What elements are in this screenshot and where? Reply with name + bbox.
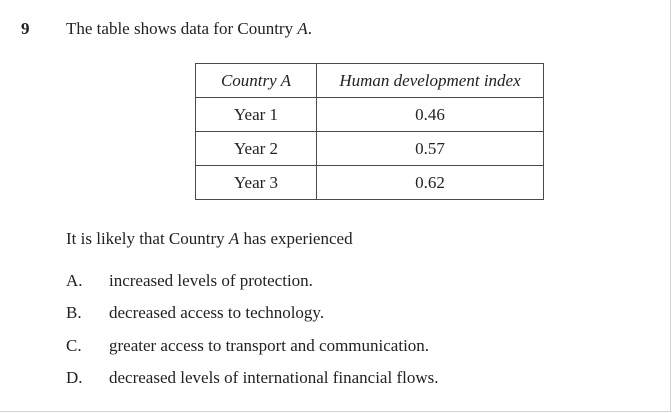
option-text: increased levels of protection. [109,271,313,290]
table-cell-hdi: 0.46 [316,97,544,132]
table-row: Year 2 0.57 [195,131,544,166]
question-stem: The table shows data for Country A. [66,19,312,39]
option-a[interactable]: A. increased levels of protection. [66,271,626,293]
option-d[interactable]: D. decreased levels of international fin… [66,368,626,390]
option-text: decreased access to technology. [109,303,325,322]
hdi-table: Country A Human development index Year 1… [195,63,544,200]
option-letter: C. [66,336,82,355]
table-row: Year 3 0.62 [195,165,544,200]
lead-prefix: It is likely that Country [66,229,229,248]
table-cell-hdi: 0.62 [316,165,544,200]
table-cell-hdi: 0.57 [316,131,544,166]
option-letter: B. [66,303,82,322]
option-c[interactable]: C. greater access to transport and commu… [66,336,626,358]
option-letter: A. [66,271,83,290]
table-header-country: Country A [195,63,317,98]
table-cell-year: Year 2 [195,131,317,166]
table-cell-year: Year 1 [195,97,317,132]
question-lead: It is likely that Country A has experien… [66,229,353,249]
lead-country: A [228,229,240,248]
option-text: decreased levels of international financ… [109,368,439,387]
lead-suffix: has experienced [239,229,353,248]
table-header-row: Country A Human development index [195,63,544,98]
option-text: greater access to transport and communic… [109,336,430,355]
option-b[interactable]: B. decreased access to technology. [66,303,626,325]
question-number: 9 [21,19,30,38]
stem-suffix: . [307,19,312,38]
table-row: Year 1 0.46 [195,97,544,132]
table-header-hdi: Human development index [316,63,544,98]
stem-prefix: The table shows data for Country [66,19,298,38]
table-cell-year: Year 3 [195,165,317,200]
option-letter: D. [66,368,83,387]
stem-country: A [297,19,308,38]
